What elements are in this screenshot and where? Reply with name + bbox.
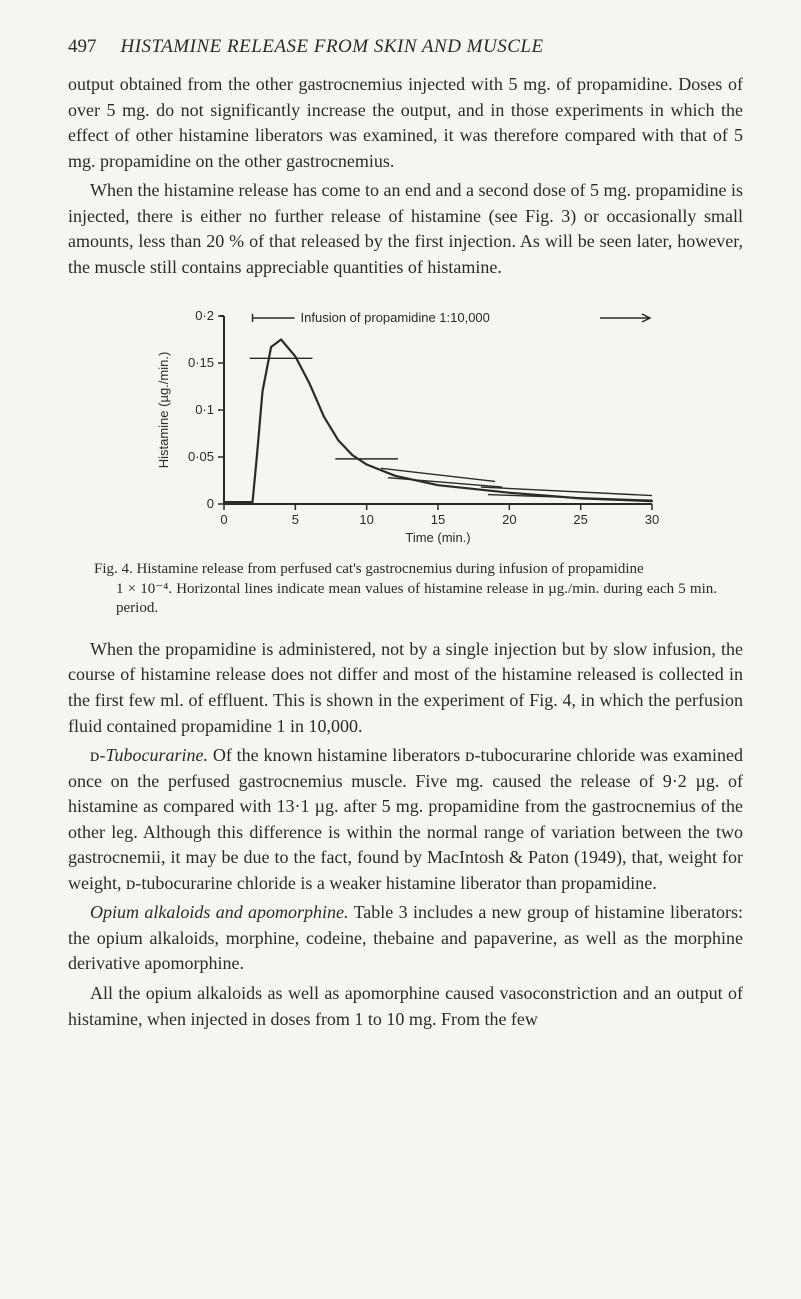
svg-text:30: 30 (644, 512, 658, 527)
svg-text:0: 0 (220, 512, 227, 527)
running-header: 497 HISTAMINE RELEASE FROM SKIN AND MUSC… (68, 36, 743, 58)
page-number: 497 (68, 36, 97, 58)
svg-text:0·2: 0·2 (195, 308, 214, 323)
svg-text:Time (min.): Time (min.) (405, 530, 470, 545)
svg-text:5: 5 (291, 512, 298, 527)
paragraph-5: Opium alkaloids and apomorphine. Table 3… (68, 900, 743, 977)
paragraph-6: All the opium alkaloids as well as apomo… (68, 981, 743, 1032)
page: 497 HISTAMINE RELEASE FROM SKIN AND MUSC… (0, 0, 801, 1299)
svg-text:10: 10 (359, 512, 373, 527)
p5-italic: Opium alkaloids and apomorphine. (90, 902, 349, 922)
line-chart-svg: 0 5 10 15 20 25 30 Time (min.) 0 0·05 0·1 0·15 0·2 Hi… (146, 300, 666, 550)
svg-text:0·15: 0·15 (187, 355, 213, 370)
svg-text:20: 20 (502, 512, 516, 527)
svg-text:Infusion of propamidine 1:10,0: Infusion of propamidine 1:10,000 (300, 310, 489, 325)
p4-rest: Of the known histamine liberators ᴅ-tubo… (68, 745, 743, 893)
figure-4-caption: Fig. 4. Histamine release from perfused … (94, 560, 717, 619)
body-text-upper: output obtained from the other gastrocne… (68, 72, 743, 280)
running-title: HISTAMINE RELEASE FROM SKIN AND MUSCLE (121, 36, 544, 58)
paragraph-4: ᴅ-Tubocurarine. Of the known histamine l… (68, 743, 743, 896)
p4-prefix: ᴅ- (90, 745, 105, 765)
svg-text:Histamine (µg./min.): Histamine (µg./min.) (156, 352, 171, 469)
caption-lead: Fig. 4. Histamine release from perfused … (94, 561, 644, 577)
svg-text:0·05: 0·05 (187, 449, 213, 464)
svg-text:25: 25 (573, 512, 587, 527)
paragraph-1: output obtained from the other gastrocne… (68, 72, 743, 174)
svg-text:0·1: 0·1 (195, 402, 214, 417)
paragraph-3: When the propamidine is administered, no… (68, 637, 743, 739)
body-text-lower: When the propamidine is administered, no… (68, 637, 743, 1032)
p4-italic: Tubocurarine. (105, 745, 208, 765)
svg-text:15: 15 (430, 512, 444, 527)
svg-text:0: 0 (206, 496, 213, 511)
caption-continuation: 1 × 10⁻⁴. Horizontal lines indicate mean… (94, 580, 717, 619)
paragraph-2: When the histamine release has come to a… (68, 178, 743, 280)
figure-4-chart: 0 5 10 15 20 25 30 Time (min.) 0 0·05 0·1 0·15 0·2 Hi… (68, 300, 743, 550)
